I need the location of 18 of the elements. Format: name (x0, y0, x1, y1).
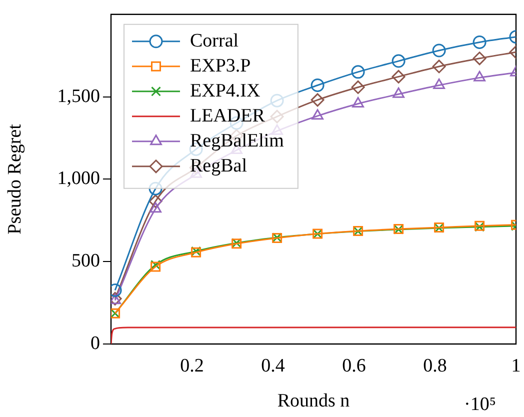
legend-label: RegBal (190, 155, 247, 176)
x-tick-label: 0.6 (342, 355, 366, 376)
y-axis-title: Pseudo Regret (4, 123, 26, 234)
y-tick-label: 1,000 (57, 168, 100, 190)
x-axis-title: Rounds n (277, 390, 350, 412)
x-tick-label: 0.2 (180, 355, 204, 376)
legend-label: RegBalElim (190, 130, 284, 152)
y-tick-label: 1,500 (57, 86, 100, 107)
legend-label: LEADER (190, 105, 266, 126)
x-tick-label: 1 (511, 355, 521, 376)
legend-label: EXP4.IX (190, 80, 260, 102)
text: ·10⁵ (464, 394, 496, 415)
legend-label: Corral (190, 30, 239, 52)
legend-label: EXP3.P (190, 55, 251, 76)
x-tick-label: 0.8 (423, 355, 447, 376)
y-tick-label: 500 (72, 250, 100, 272)
x-tick-label: 0.4 (261, 355, 286, 376)
y-tick-label: 0 (90, 332, 100, 354)
